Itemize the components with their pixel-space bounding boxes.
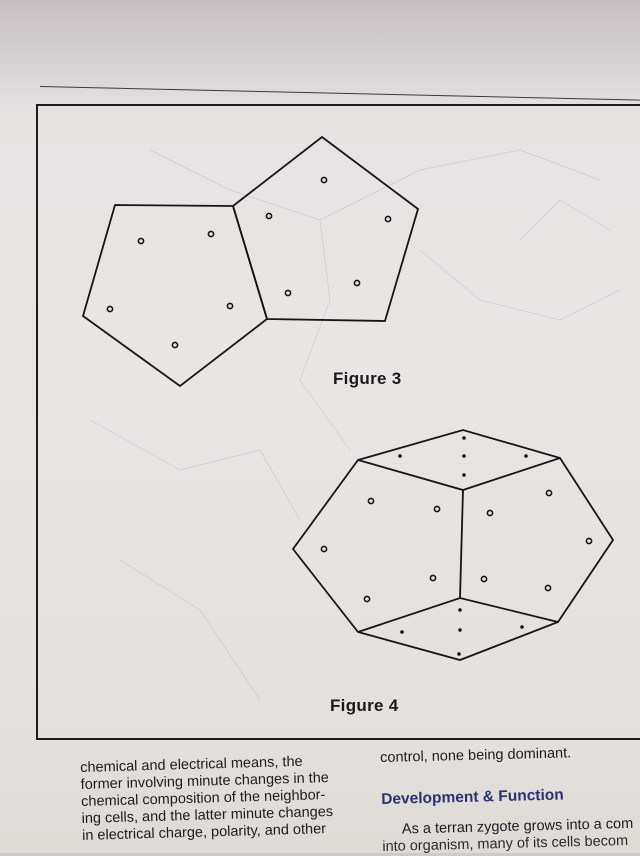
pentagon-right [231, 135, 420, 322]
figure-4-hexagon [291, 429, 615, 661]
hexagon-outline [291, 429, 615, 661]
left-column-text: chemical and electrical means, the forme… [80, 752, 372, 845]
top-cap [357, 457, 561, 491]
figure-3-caption: Figure 3 [333, 369, 402, 388]
pentagon-left [81, 204, 269, 388]
bottom-cap [357, 597, 559, 633]
show-through-lines [89, 149, 621, 701]
figure-3-dots [106, 176, 392, 349]
section-heading: Development & Function [381, 786, 564, 808]
figure-4-caption: Figure 4 [330, 696, 399, 715]
figure-frame [36, 104, 640, 740]
figure-4-dots [320, 489, 593, 603]
center-divider [459, 489, 464, 599]
page-shadow [0, 0, 640, 120]
figure-4-small-dots [398, 436, 528, 656]
right-column-text: control, none being dominant. Developmen… [380, 743, 640, 856]
figure-3-pentagons [81, 135, 420, 388]
